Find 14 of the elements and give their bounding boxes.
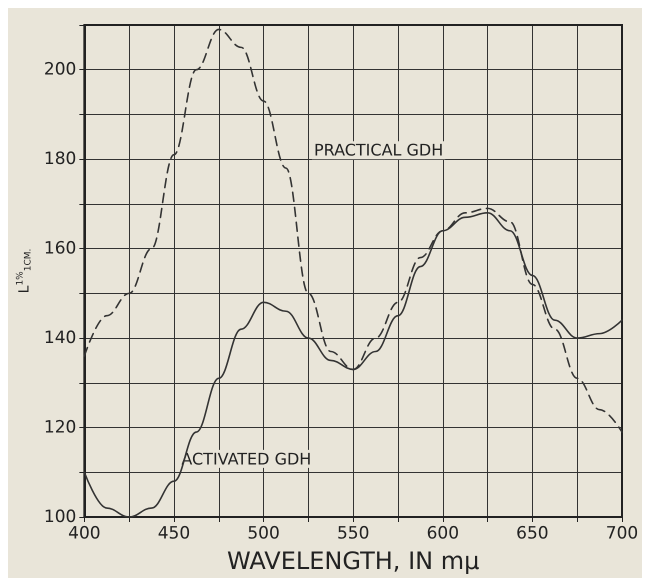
x-tick-label: 550 xyxy=(336,524,370,544)
x-tick-label: 650 xyxy=(516,524,549,544)
x-tick-label: 500 xyxy=(247,524,280,544)
y-tick-label: 120 xyxy=(44,418,76,438)
x-tick-label: 600 xyxy=(426,524,460,544)
x-axis-title: WAVELENGTH, IN mμ xyxy=(226,547,480,575)
x-tick-label: 700 xyxy=(606,524,638,544)
series-label: PRACTICAL GDH xyxy=(314,140,444,160)
y-tick-label: 180 xyxy=(44,149,76,170)
y-tick-label: 200 xyxy=(44,60,76,80)
y-tick-label: 160 xyxy=(44,238,76,259)
x-tick-label: 450 xyxy=(158,524,190,544)
y-axis-title: L1%1CM. xyxy=(16,248,34,294)
y-tick-label: 140 xyxy=(44,328,76,348)
